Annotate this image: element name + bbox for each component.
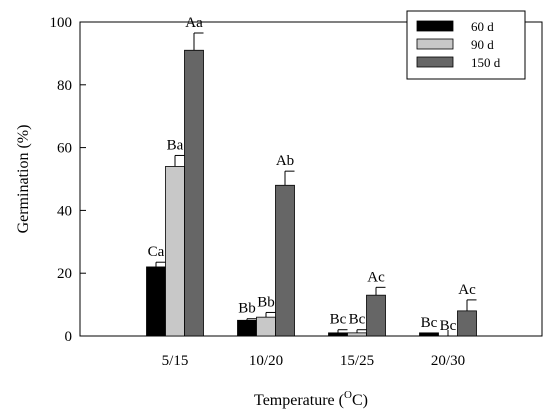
x-tick-label: 10/20 <box>249 353 283 369</box>
significance-label: Bb <box>257 294 275 310</box>
bar <box>256 316 276 337</box>
legend-swatch <box>416 20 454 32</box>
plot-frame <box>79 21 543 337</box>
y-axis-title: Germination (%) <box>15 125 32 234</box>
x-axis-title-end: C) <box>352 392 368 409</box>
bar <box>457 310 477 337</box>
x-tick-label: 15/25 <box>340 353 374 369</box>
y-tick-label: 40 <box>57 203 72 219</box>
legend: 60 d 90 d 150 d <box>406 10 526 80</box>
bar <box>275 184 295 337</box>
y-tick-label: 100 <box>50 15 73 31</box>
bar <box>237 319 257 337</box>
x-axis-title: Temperature (OC) <box>254 389 368 409</box>
x-tick-label: 20/30 <box>431 353 465 369</box>
bar <box>347 332 367 337</box>
bar <box>419 332 439 337</box>
x-axis-title-superscript: O <box>344 389 352 401</box>
legend-swatch <box>416 56 454 68</box>
bar <box>165 166 185 337</box>
significance-label: Bc <box>421 315 438 331</box>
legend-label: 150 d <box>471 55 501 70</box>
significance-label: Ac <box>367 269 385 285</box>
significance-label: Ba <box>167 137 184 153</box>
bar <box>146 266 166 337</box>
legend-label: 60 d <box>471 19 494 34</box>
significance-label: Aa <box>185 15 203 31</box>
significance-label: Bc <box>330 312 347 328</box>
significance-label: Bc <box>349 312 366 328</box>
bar <box>366 294 386 337</box>
y-tick-label: 60 <box>57 141 72 157</box>
significance-label: Ab <box>276 153 294 169</box>
bar <box>184 49 204 337</box>
x-tick-label: 5/15 <box>162 353 189 369</box>
axes: 0 20 40 60 80 100 5/15 10/20 15/25 20/30 <box>50 15 543 369</box>
y-tick-label: 80 <box>57 78 72 94</box>
significance-label: Ac <box>458 282 476 298</box>
bars-group <box>146 49 477 337</box>
significance-label: Bc <box>440 318 457 334</box>
bar <box>328 332 348 337</box>
significance-label: Ca <box>148 244 165 260</box>
y-tick-label: 20 <box>57 266 72 282</box>
x-axis-title-main: Temperature ( <box>254 392 344 409</box>
error-bars-group <box>155 32 477 333</box>
legend-label: 90 d <box>471 37 494 52</box>
significance-label: Bb <box>238 301 256 317</box>
legend-swatch <box>416 38 454 50</box>
y-tick-label: 0 <box>65 329 73 345</box>
